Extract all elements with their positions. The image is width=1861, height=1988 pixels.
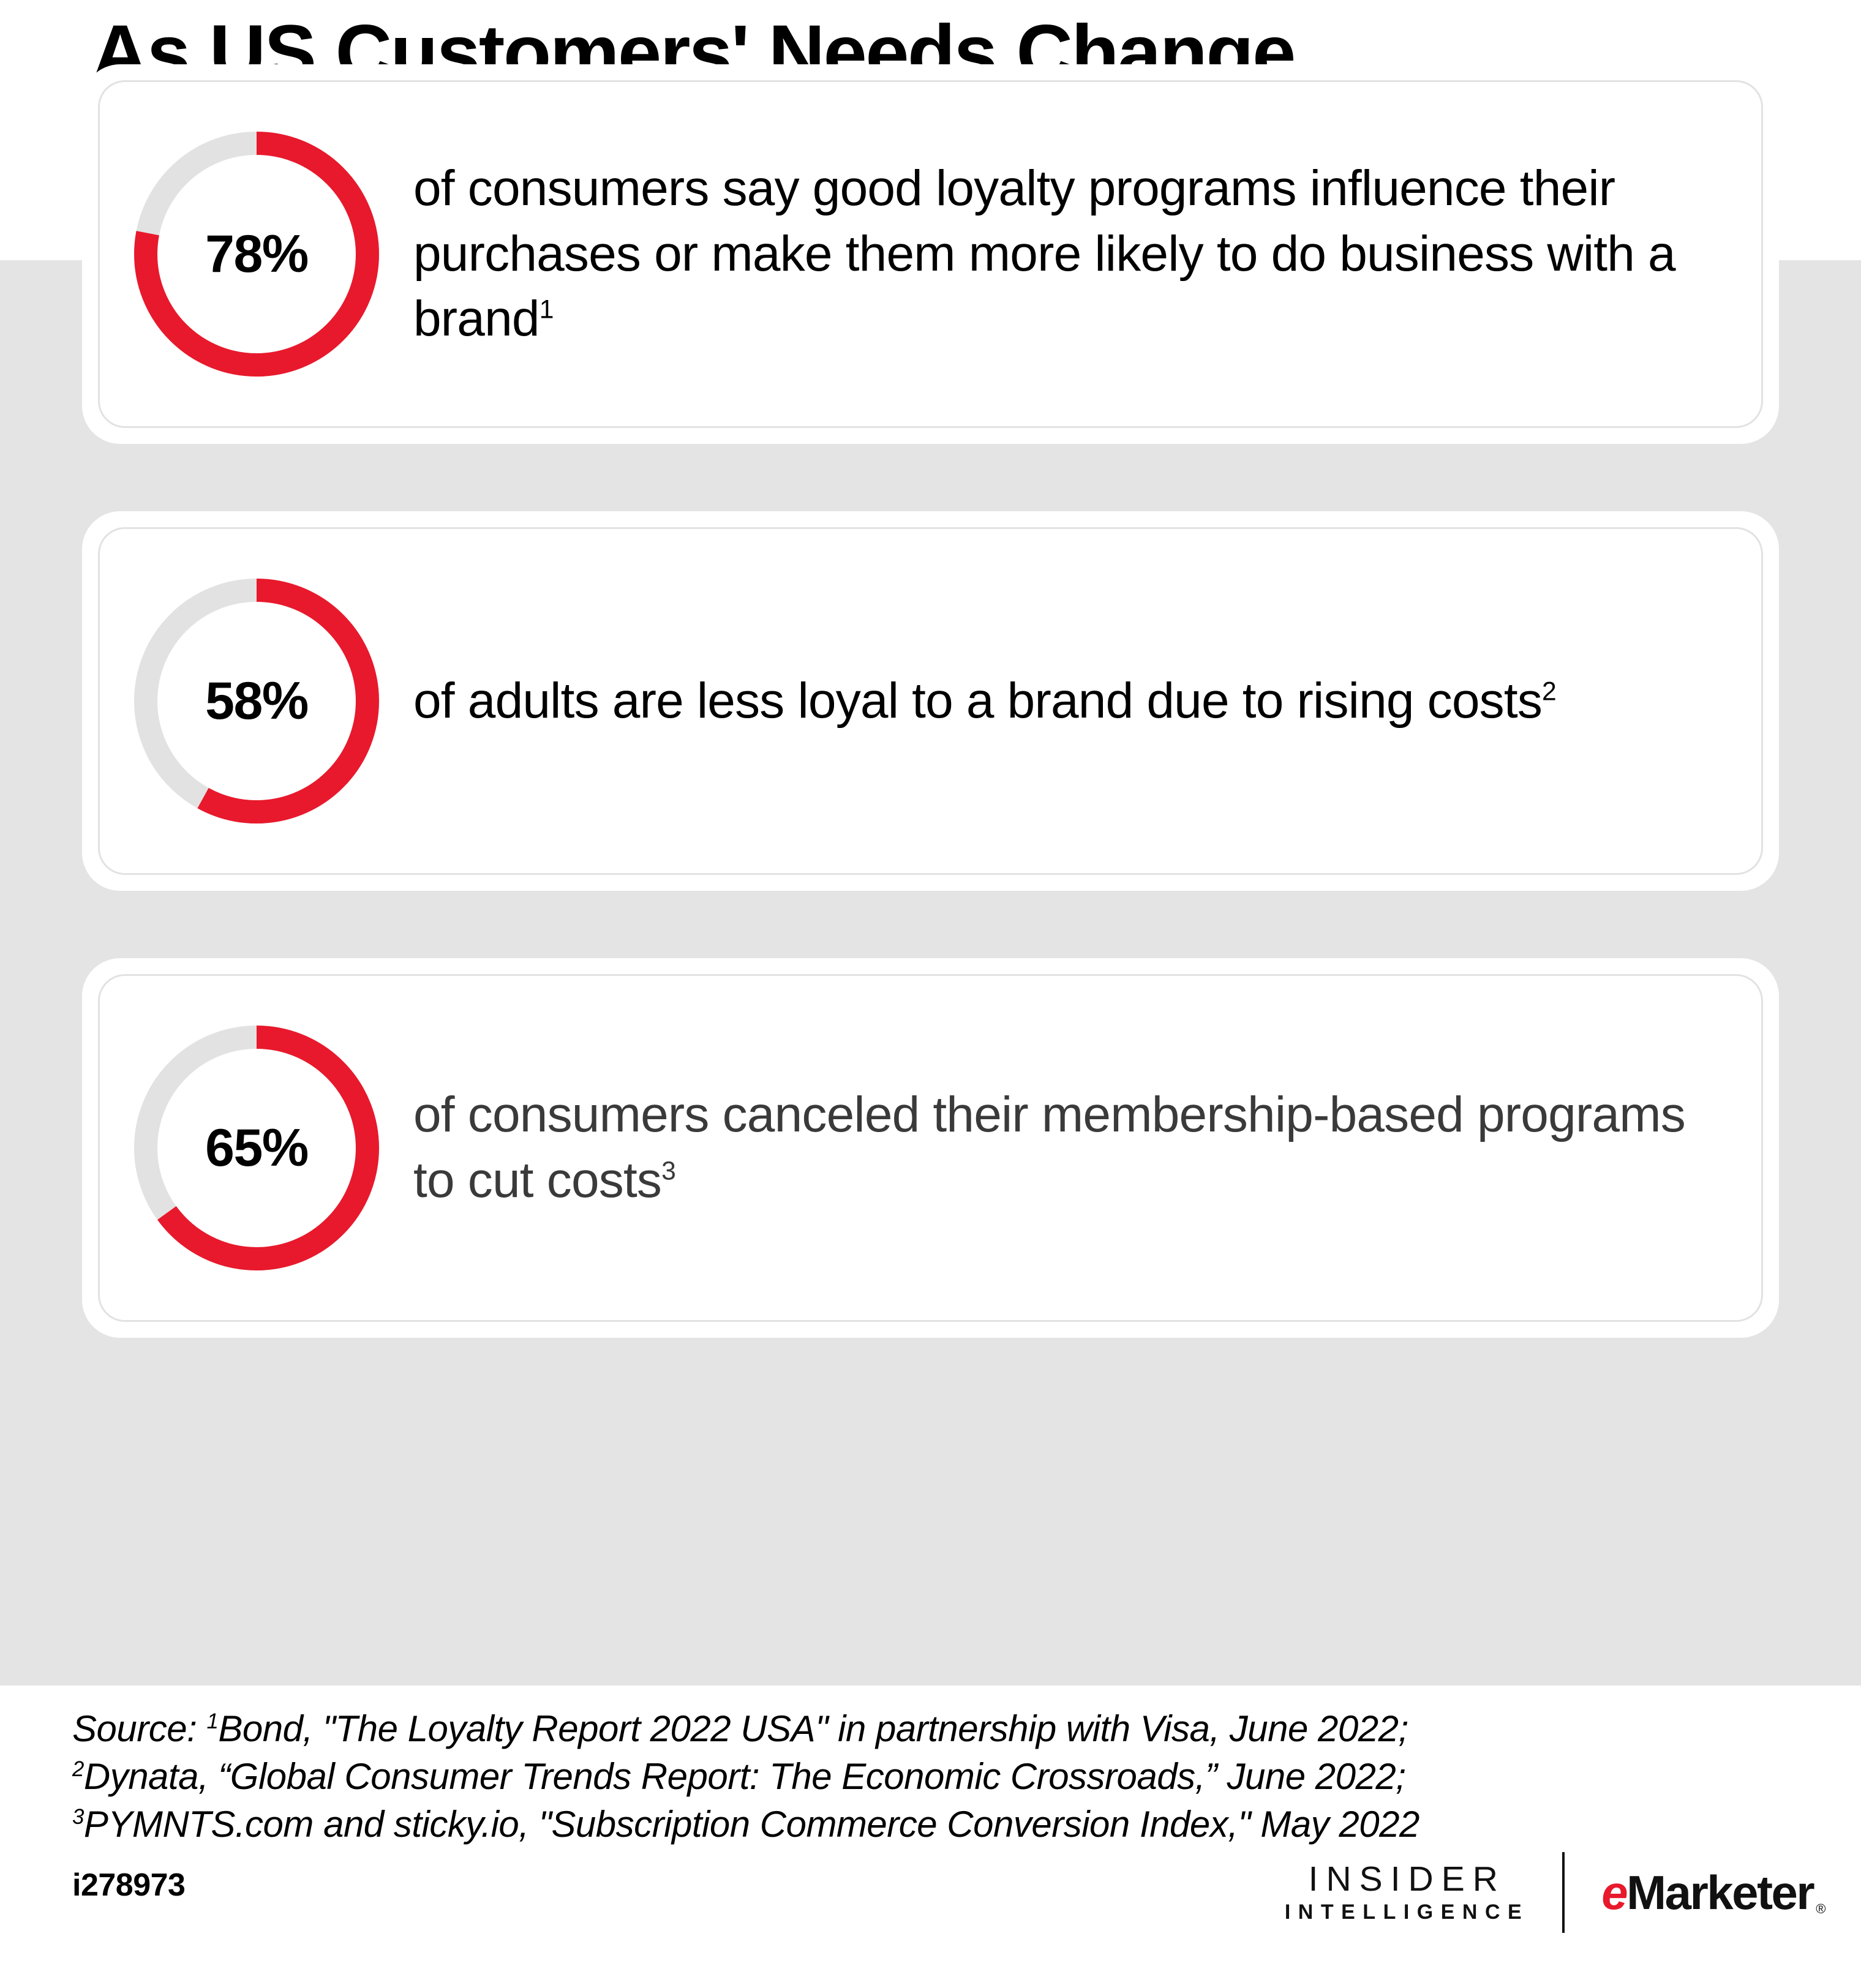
insider-logo-line2: INTELLIGENCE xyxy=(1284,1900,1530,1924)
insider-logo-line1: INSIDER xyxy=(1308,1859,1506,1899)
source-marker-3: 3 xyxy=(72,1805,84,1829)
donut-chart: 78% xyxy=(134,132,379,377)
stat-card-text-body: of consumers say good loyalty programs i… xyxy=(413,160,1676,347)
donut-percent-label: 78% xyxy=(205,224,309,283)
donut-percent-label: 58% xyxy=(205,671,309,730)
donut-chart-svg xyxy=(134,579,379,823)
stat-card-text: of adults are less loyal to a brand due … xyxy=(379,669,1761,734)
source-text-2: Dynata, “Global Consumer Trends Report: … xyxy=(83,1756,1406,1797)
donut-chart-svg xyxy=(134,132,379,377)
registered-trademark-icon: ® xyxy=(1816,1900,1825,1916)
stat-card-footnote-marker: 2 xyxy=(1542,677,1557,707)
donut-chart: 65% xyxy=(134,1026,379,1270)
emarketer-logo-word: Marketer xyxy=(1626,1865,1815,1919)
source-marker-1: 1 xyxy=(206,1709,219,1733)
source-prefix: Source: xyxy=(72,1708,207,1749)
stat-card-footnote-marker: 3 xyxy=(661,1156,676,1186)
insider-intelligence-logo: INSIDER INTELLIGENCE xyxy=(1277,1859,1562,1925)
stat-card-inner: 78% of consumers say good loyalty progra… xyxy=(98,80,1763,428)
donut-value-arc xyxy=(134,132,379,377)
stat-card-footnote-marker: 1 xyxy=(539,294,554,324)
source-line-1: Source: 1Bond, "The Loyalty Report 2022 … xyxy=(72,1705,1787,1753)
donut-chart-svg xyxy=(134,1026,379,1270)
stat-card-inner: 65% of consumers canceled their membersh… xyxy=(98,974,1763,1322)
donut-chart: 58% xyxy=(134,579,379,823)
stat-card-text-body: of adults are less loyal to a brand due … xyxy=(413,672,1543,729)
stat-card-text: of consumers canceled their membership-b… xyxy=(379,1082,1761,1213)
stat-card: 58% of adults are less loyal to a brand … xyxy=(82,511,1779,891)
stat-card-text-body: of consumers canceled their membership-b… xyxy=(413,1087,1686,1208)
brand-logos: INSIDER INTELLIGENCE e Marketer ® xyxy=(1277,1850,1825,1935)
source-citation: Source: 1Bond, "The Loyalty Report 2022 … xyxy=(72,1705,1787,1848)
donut-percent-label: 65% xyxy=(205,1118,309,1177)
logo-divider xyxy=(1562,1852,1565,1933)
source-marker-2: 2 xyxy=(72,1757,84,1781)
stat-card-inner: 58% of adults are less loyal to a brand … xyxy=(98,527,1763,875)
stat-card-text: of consumers say good loyalty programs i… xyxy=(379,156,1761,352)
stat-card: 65% of consumers canceled their membersh… xyxy=(82,958,1779,1338)
footer: Source: 1Bond, "The Loyalty Report 2022 … xyxy=(0,1686,1861,1988)
donut-value-arc xyxy=(134,1026,379,1270)
source-line-3: 3PYMNTS.com and sticky.io, "Subscription… xyxy=(72,1801,1787,1848)
source-line-2: 2Dynata, “Global Consumer Trends Report:… xyxy=(72,1753,1787,1801)
emarketer-logo: e Marketer ® xyxy=(1565,1865,1825,1921)
donut-value-arc xyxy=(134,579,379,823)
source-text-3: PYMNTS.com and sticky.io, "Subscription … xyxy=(83,1804,1420,1845)
chart-id: i278973 xyxy=(72,1867,186,1903)
stat-card: 78% of consumers say good loyalty progra… xyxy=(82,64,1779,444)
source-text-1: Bond, "The Loyalty Report 2022 USA" in p… xyxy=(218,1708,1408,1749)
emarketer-logo-e: e xyxy=(1601,1865,1628,1919)
